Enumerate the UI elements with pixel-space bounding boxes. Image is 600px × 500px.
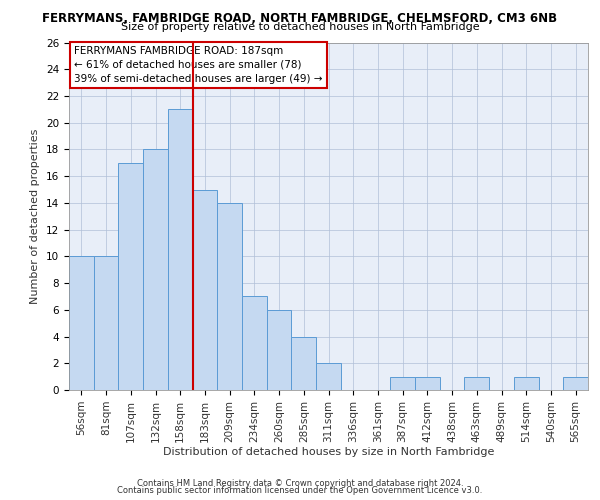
Bar xyxy=(168,110,193,390)
Bar xyxy=(143,150,168,390)
Bar xyxy=(514,376,539,390)
Text: FERRYMANS FAMBRIDGE ROAD: 187sqm
← 61% of detached houses are smaller (78)
39% o: FERRYMANS FAMBRIDGE ROAD: 187sqm ← 61% o… xyxy=(74,46,323,84)
Bar xyxy=(242,296,267,390)
Bar xyxy=(267,310,292,390)
Bar xyxy=(563,376,588,390)
Bar xyxy=(390,376,415,390)
Y-axis label: Number of detached properties: Number of detached properties xyxy=(31,128,40,304)
Text: Contains HM Land Registry data © Crown copyright and database right 2024.: Contains HM Land Registry data © Crown c… xyxy=(137,478,463,488)
Bar xyxy=(193,190,217,390)
Bar xyxy=(292,336,316,390)
Bar xyxy=(118,163,143,390)
Bar xyxy=(316,364,341,390)
Bar xyxy=(464,376,489,390)
Bar xyxy=(69,256,94,390)
Text: Contains public sector information licensed under the Open Government Licence v3: Contains public sector information licen… xyxy=(118,486,482,495)
Text: FERRYMANS, FAMBRIDGE ROAD, NORTH FAMBRIDGE, CHELMSFORD, CM3 6NB: FERRYMANS, FAMBRIDGE ROAD, NORTH FAMBRID… xyxy=(43,12,557,26)
Bar xyxy=(94,256,118,390)
Text: Size of property relative to detached houses in North Fambridge: Size of property relative to detached ho… xyxy=(121,22,479,32)
Bar xyxy=(415,376,440,390)
X-axis label: Distribution of detached houses by size in North Fambridge: Distribution of detached houses by size … xyxy=(163,448,494,458)
Bar xyxy=(217,203,242,390)
